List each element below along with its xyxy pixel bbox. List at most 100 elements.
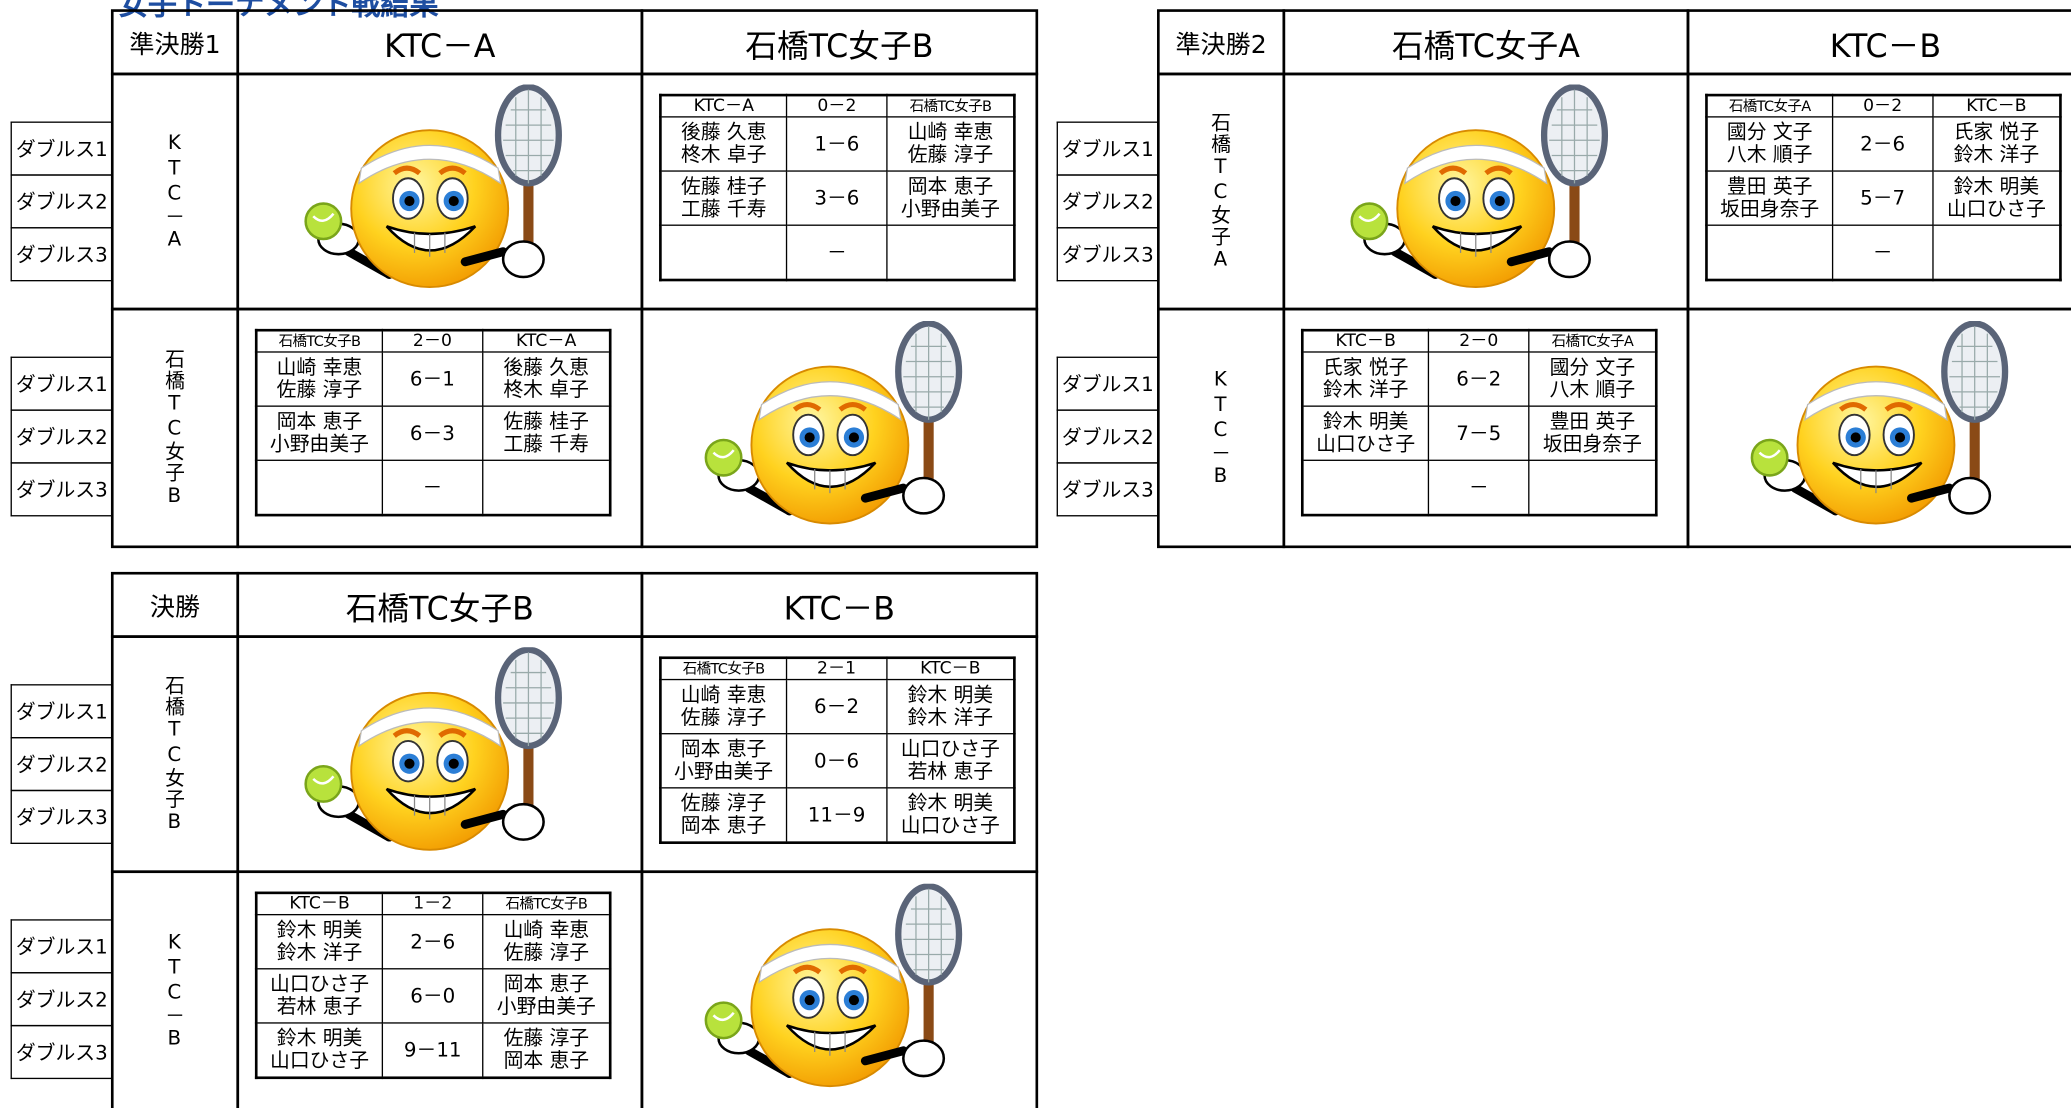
score: 6－1 [381,351,484,407]
pair-cell [255,459,383,516]
match-row: － [1705,224,2062,281]
score: 6－2 [1427,351,1530,407]
mascot [288,84,592,299]
team-vertical: 石橋TC女子B [162,674,187,835]
match-row: 鈴木 明美 山口ひさ子 7－5 豊田 英子 坂田身奈子 [1301,405,1657,461]
mascot [687,883,991,1098]
match-row: 國分 文子 八木 順子 2－6 氏家 悦子 鈴木 洋子 [1705,116,2062,172]
header-cell: 石橋TC女子B [482,892,611,916]
mascot-cell [640,870,1039,1108]
player-name: 佐藤 淳子 [503,940,590,965]
doubles-label: ダブルス2 [10,174,113,229]
doubles-label: ダブルス1 [1056,356,1159,411]
score: 6－0 [381,968,484,1024]
pair-cell: 豊田 英子 坂田身奈子 [1705,170,1833,226]
player-name: 小野由美子 [496,994,596,1019]
result-cell: KTC－B 2－0 石橋TC女子A 氏家 悦子 鈴木 洋子 6－2 國分 文子 八木 順子 鈴木… [1282,307,1690,549]
player-name: 山口ひさ子 [1946,196,2046,221]
mascot [687,320,991,535]
match-row: 山崎 幸恵 佐藤 淳子 6－2 鈴木 明美 鈴木 洋子 [659,678,1016,735]
pair-cell: 鈴木 明美 山口ひさ子 [886,787,1016,844]
player-name: 八木 順子 [1549,377,1636,402]
doubles-label: ダブルス3 [10,227,113,282]
match-row: 鈴木 明美 山口ひさ子 9－11 佐藤 淳子 岡本 恵子 [255,1022,611,1079]
team-header: KTC－B [1686,9,2071,76]
team-vertical: 石橋TC女子B [162,348,187,508]
pair-cell: 岡本 恵子 小野由美子 [886,170,1016,226]
pair-cell: 山崎 幸恵 佐藤 淳子 [255,351,383,407]
pair-cell: 佐藤 桂子 工藤 千寿 [659,170,788,226]
score: 6－3 [381,405,484,461]
team-header: 石橋TC女子B [236,571,644,638]
player-name: 鈴木 明美 [907,682,994,707]
mascot-cell [236,635,644,874]
player-name: 八木 順子 [1726,142,1813,167]
score: － [1427,459,1530,516]
team-cell: 石橋TC女子A [1157,72,1286,311]
player-name: 山口ひさ子 [1316,431,1416,456]
pair-cell: 山口ひさ子 若林 恵子 [886,733,1016,789]
match-row: － [255,459,611,516]
player-name: 坂田身奈子 [1720,196,1820,221]
player-name: 氏家 悦子 [1322,355,1409,380]
header-cell: 石橋TC女子B [886,94,1016,118]
player-name: 柊木 卓子 [503,377,589,402]
match-row: 佐藤 桂子 工藤 千寿 3－6 岡本 恵子 小野由美子 [659,170,1016,226]
pair-cell [659,224,788,281]
header-cell: 1－2 [381,892,484,916]
score: 0－6 [785,733,888,789]
header-cell: KTC－B [886,657,1016,681]
player-name: 佐藤 淳子 [907,142,994,167]
player-name: 佐藤 淳子 [680,705,767,730]
pair-cell: 鈴木 明美 山口ひさ子 [255,1022,383,1079]
match-row: 豊田 英子 坂田身奈子 5－7 鈴木 明美 山口ひさ子 [1705,170,2062,226]
player-name: 鈴木 明美 [1953,174,2040,199]
header-cell: 石橋TC女子A [1705,94,1833,118]
pair-cell: 山口ひさ子 若林 恵子 [255,968,383,1024]
pair-cell: 山崎 幸恵 佐藤 淳子 [886,116,1016,172]
player-name: 豊田 英子 [1726,174,1813,199]
match-row: 岡本 恵子 小野由美子 0－6 山口ひさ子 若林 恵子 [659,733,1016,789]
player-name: 岡本 恵子 [276,409,363,434]
player-name: 佐藤 淳子 [680,791,767,815]
pair-cell: 佐藤 淳子 岡本 恵子 [482,1022,611,1079]
player-name: 岡本 恵子 [680,813,767,838]
doubles-label: ダブルス2 [10,409,113,464]
player-name: 山口ひさ子 [270,972,370,996]
doubles-label: ダブルス2 [10,972,113,1027]
player-name: 鈴木 洋子 [1322,377,1409,402]
player-name: 若林 恵子 [276,994,363,1019]
score: 7－5 [1427,405,1530,461]
round-label: 準決勝2 [1157,9,1286,76]
team-header: 石橋TC女子B [640,9,1039,76]
pair-cell: 氏家 悦子 鈴木 洋子 [1932,116,2062,172]
team-header: 石橋TC女子A [1282,9,1690,76]
score: － [381,459,484,516]
player-name: 柊木 卓子 [680,142,767,167]
pair-cell: 鈴木 明美 山口ひさ子 [1301,405,1430,461]
score: 3－6 [785,170,888,226]
result-cell: KTC－B 1－2 石橋TC女子B 鈴木 明美 鈴木 洋子 2－6 山崎 幸恵 佐藤 淳子 山口… [236,870,644,1108]
score: 11－9 [785,787,888,844]
team-cell: 石橋TC女子B [110,635,240,874]
pair-cell: 鈴木 明美 鈴木 洋子 [255,913,383,970]
pair-cell [1528,459,1657,516]
mascot [288,647,592,862]
player-name: 山崎 幸恵 [680,682,767,707]
header-cell: 石橋TC女子B [255,329,383,353]
result-table: KTC－A 0－2 石橋TC女子B 後藤 久恵 柊木 卓子 1－6 山崎 幸恵 佐藤 淳子 佐藤… [659,93,1016,282]
player-name: 岡本 恵子 [907,174,994,199]
doubles-label: ダブルス3 [1056,462,1159,517]
player-name: 山崎 幸恵 [276,355,363,380]
header-cell: KTC－A [482,329,611,353]
header-cell: 石橋TC女子B [659,657,787,681]
doubles-label: ダブルス2 [1056,174,1159,229]
doubles-label: ダブルス2 [10,737,113,792]
result-header: 石橋TC女子A 0－2 KTC－B [1705,94,2062,118]
player-name: 坂田身奈子 [1542,431,1642,456]
player-name: 佐藤 桂子 [503,409,589,434]
result-cell: 石橋TC女子A 0－2 KTC－B 國分 文子 八木 順子 2－6 氏家 悦子 鈴木 洋子 豊田… [1686,72,2071,311]
pair-cell: 國分 文子 八木 順子 [1705,116,1833,172]
doubles-label: ダブルス2 [1056,409,1159,464]
player-name: 鈴木 明美 [907,791,994,815]
